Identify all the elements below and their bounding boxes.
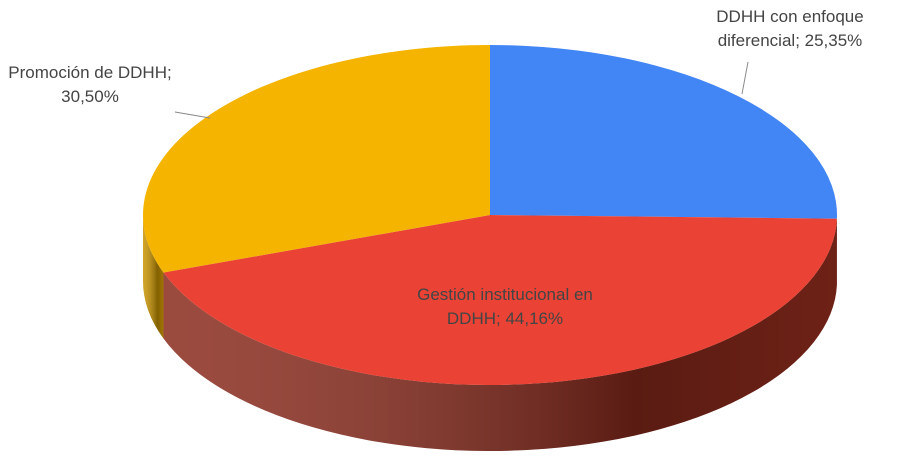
data-label: DDHH con enfoque diferencial; 25,35% <box>716 7 863 50</box>
label-line: 30,50% <box>61 87 119 106</box>
slice <box>163 215 837 385</box>
leader-line <box>741 61 749 95</box>
label-line: diferencial; 25,35% <box>718 31 863 50</box>
label-line: DDHH con enfoque <box>716 7 863 26</box>
data-label: Gestión institucional en DDHH; 44,16% <box>417 285 593 328</box>
slice <box>142 45 490 273</box>
label-line: Gestión institucional en <box>417 285 593 304</box>
label-line: DDHH; 44,16% <box>447 309 563 328</box>
slice <box>490 45 838 219</box>
label-line: Promoción de DDHH; <box>8 63 171 82</box>
slice-side-shade <box>143 215 164 339</box>
data-label: Promoción de DDHH; 30,50% <box>8 63 171 106</box>
leader-line <box>174 111 211 119</box>
slice-side-shade <box>163 218 837 451</box>
